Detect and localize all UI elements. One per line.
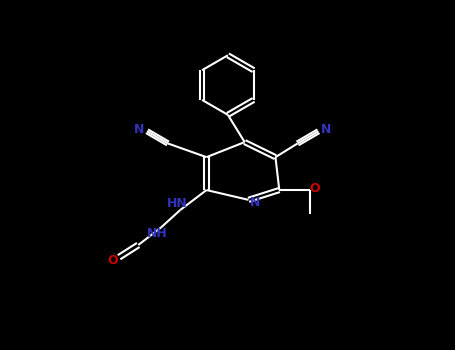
Text: HN: HN [167, 197, 187, 210]
Text: O: O [107, 254, 118, 267]
Text: N: N [250, 196, 260, 209]
Text: N: N [134, 123, 145, 136]
Text: NH: NH [147, 227, 167, 240]
Text: O: O [309, 182, 319, 196]
Text: N: N [321, 123, 331, 136]
